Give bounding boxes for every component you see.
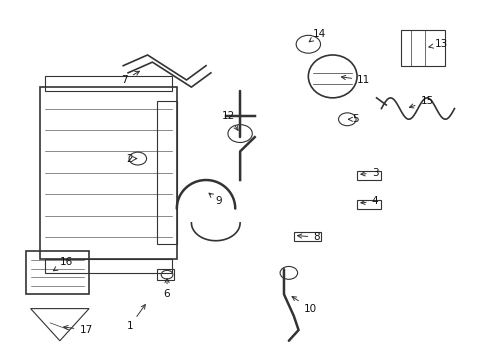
Bar — [40, 87, 177, 258]
Text: 16: 16 — [53, 257, 73, 271]
Bar — [157, 102, 177, 244]
Text: 6: 6 — [164, 279, 171, 299]
Text: 3: 3 — [361, 168, 378, 178]
Bar — [401, 30, 445, 66]
Bar — [45, 258, 172, 273]
Bar — [357, 200, 381, 208]
Bar — [26, 251, 89, 294]
Text: 13: 13 — [429, 39, 448, 49]
Text: 2: 2 — [126, 154, 137, 163]
Text: 12: 12 — [222, 111, 238, 130]
Text: 14: 14 — [309, 28, 326, 42]
Bar — [294, 232, 320, 241]
Text: 17: 17 — [64, 325, 93, 335]
Text: 10: 10 — [292, 297, 317, 314]
Text: 4: 4 — [361, 197, 378, 206]
Bar — [45, 76, 172, 91]
Text: 11: 11 — [342, 75, 370, 85]
Bar — [357, 171, 381, 180]
Bar — [157, 269, 174, 280]
Text: 1: 1 — [126, 305, 146, 332]
Text: 8: 8 — [297, 232, 320, 242]
Text: 15: 15 — [410, 96, 434, 108]
Text: 7: 7 — [122, 71, 139, 85]
Text: 5: 5 — [348, 114, 359, 124]
Text: 9: 9 — [209, 193, 222, 206]
